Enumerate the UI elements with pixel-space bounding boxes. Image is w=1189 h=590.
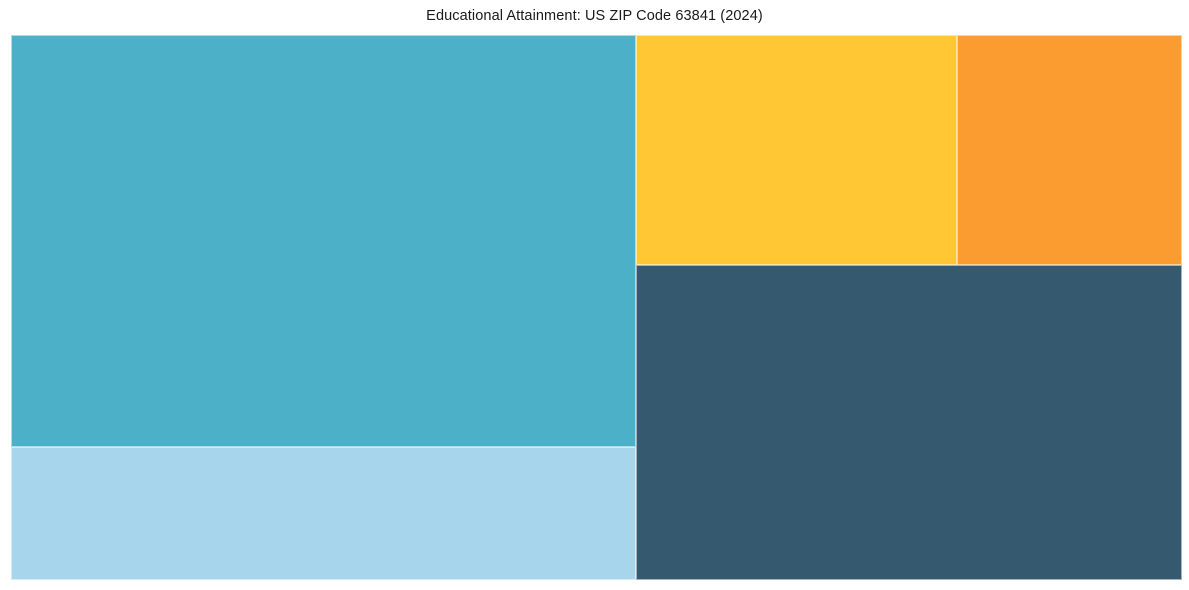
treemap-plot-area [11, 35, 1182, 580]
treemap-tile-4[interactable] [956, 35, 1182, 265]
treemap-tile-2[interactable] [11, 446, 636, 580]
treemap-tile-3[interactable] [635, 35, 957, 265]
treemap-tile-5[interactable] [635, 265, 1182, 580]
treemap-tile-1[interactable] [11, 35, 636, 447]
page-title: Educational Attainment: US ZIP Code 6384… [426, 8, 763, 24]
